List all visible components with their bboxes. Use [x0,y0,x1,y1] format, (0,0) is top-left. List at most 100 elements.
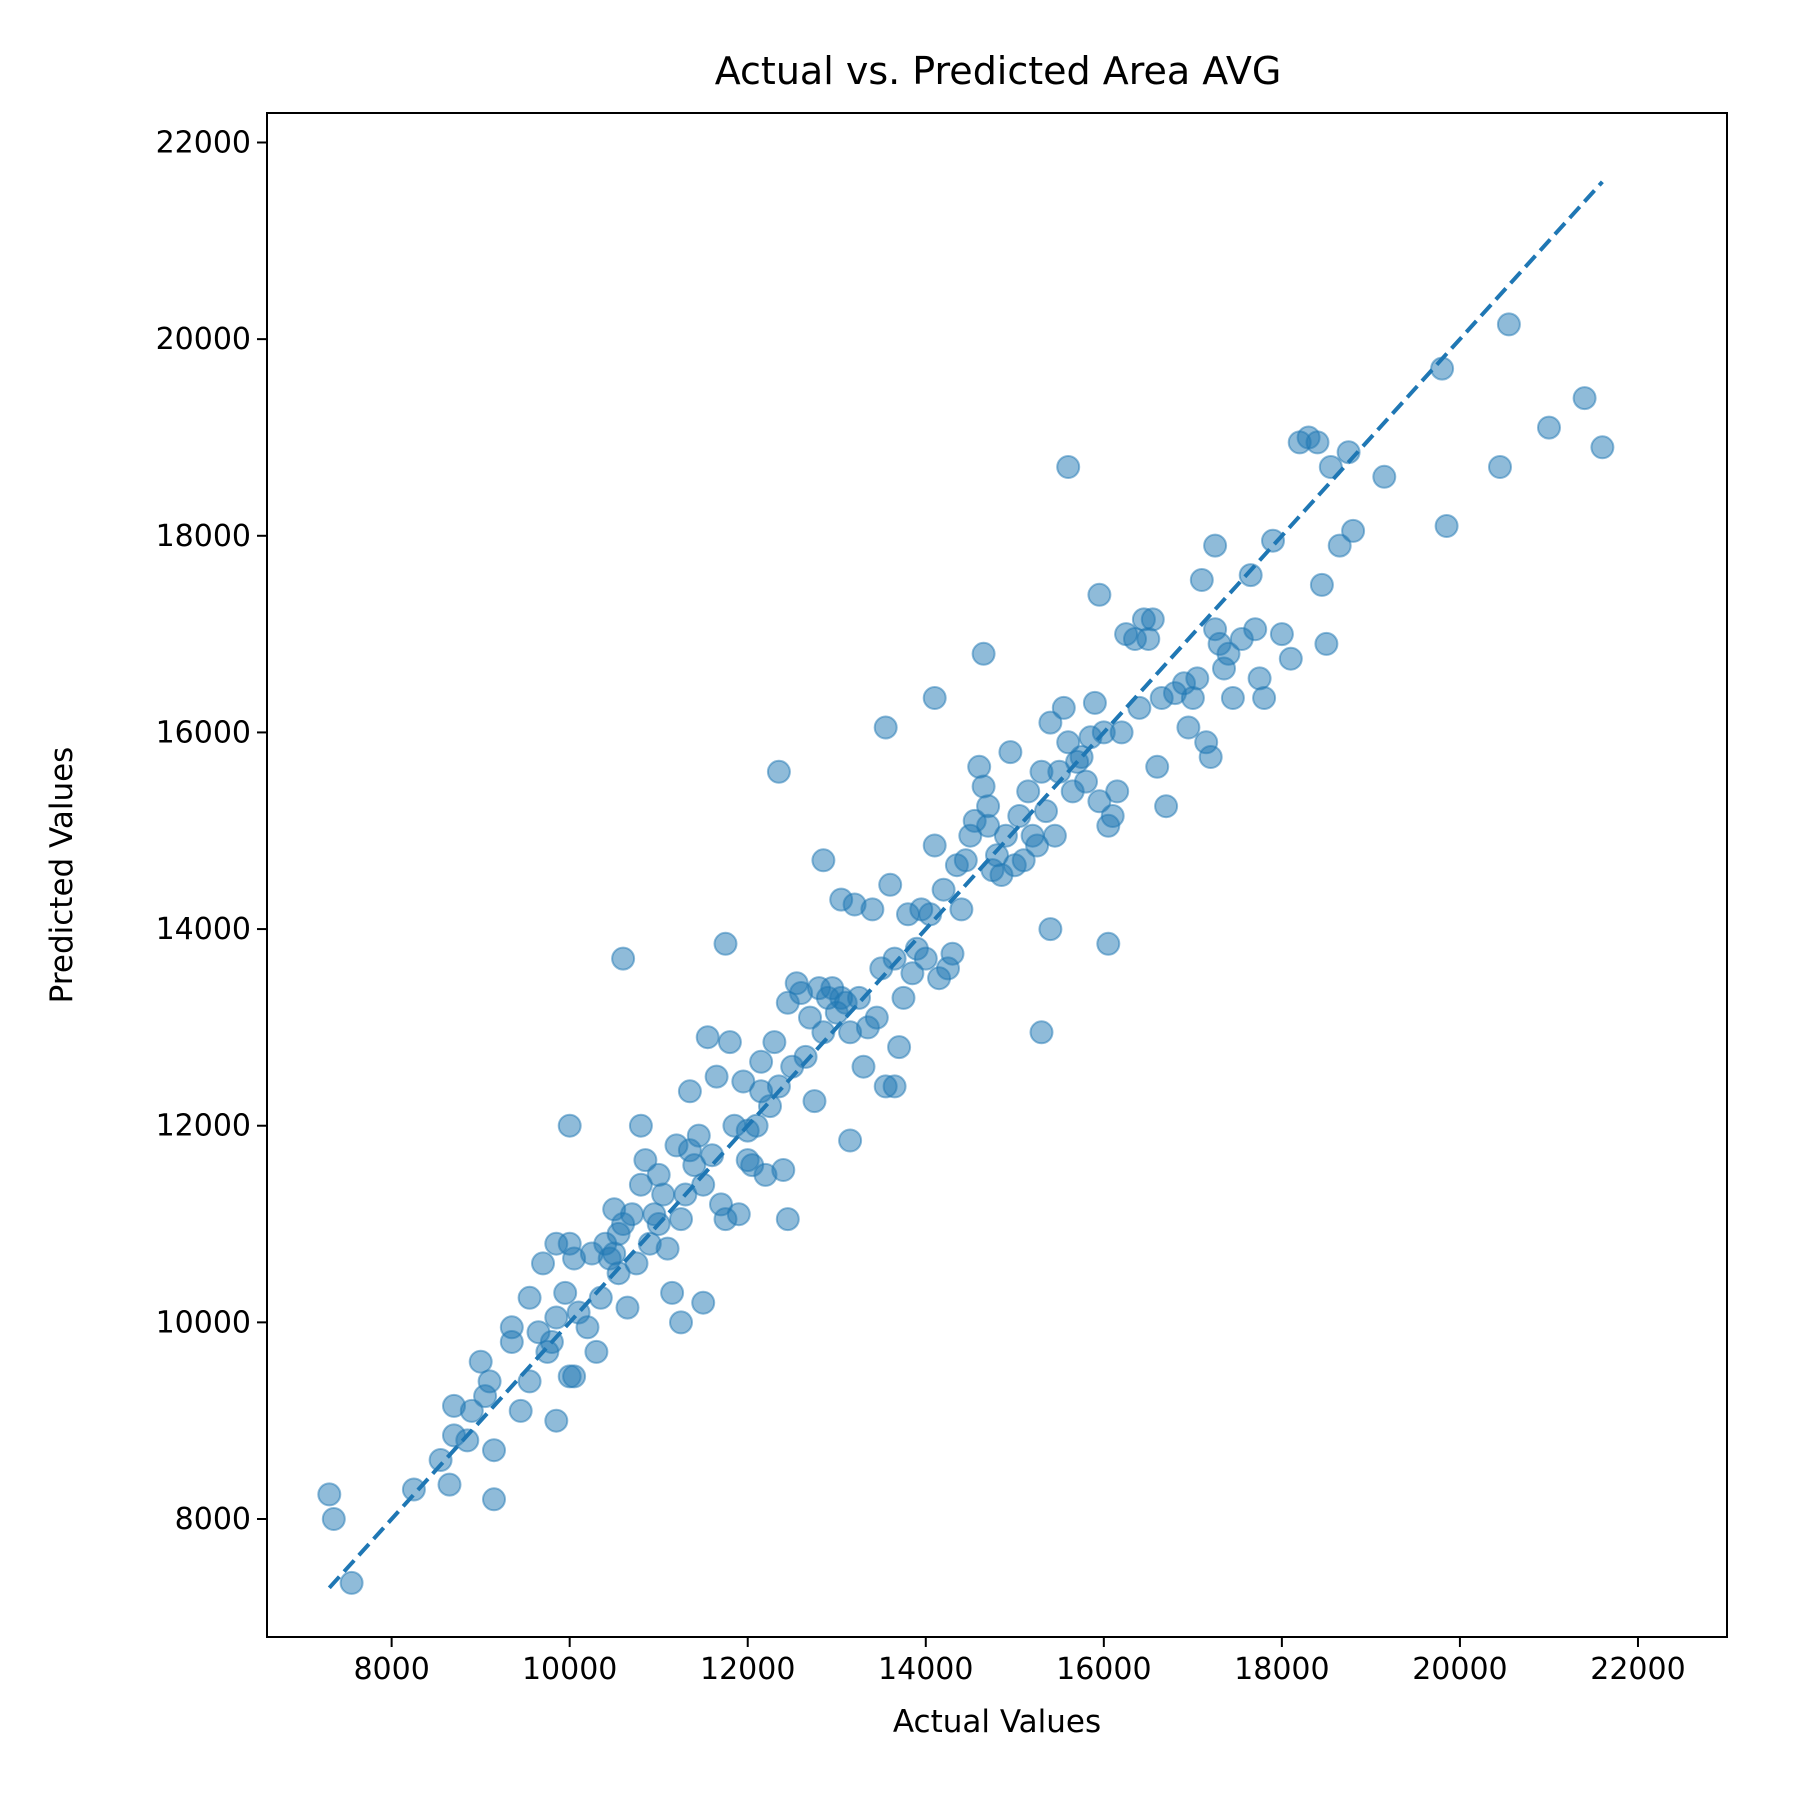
x-tick-label: 22000 [1590,1652,1685,1687]
data-point [1176,715,1201,740]
data-point [508,1398,533,1423]
data-point [713,1207,738,1232]
data-point [762,1030,787,1055]
data-point [557,1231,582,1256]
data-point [557,1113,582,1138]
data-point [1216,641,1241,666]
data-point [771,1158,796,1182]
data-point [1140,607,1165,632]
data-point [922,833,947,858]
data-point [798,1005,822,1030]
data-point [931,877,956,902]
x-tick-label: 14000 [878,1652,973,1687]
data-point [553,1280,578,1305]
data-point [878,872,903,897]
data-point [633,1148,658,1173]
data-point [1136,627,1161,651]
data-point [749,1079,774,1104]
data-point [1105,779,1130,804]
data-point [695,1025,720,1050]
data-point [477,1369,502,1394]
data-point [1198,745,1223,769]
data-point [1496,312,1521,337]
data-point [802,1089,827,1114]
data-point [1087,789,1112,814]
data-point [1327,533,1352,558]
data-point [655,1236,680,1261]
data-point [482,1487,506,1512]
data-point [584,1339,609,1364]
data-point [749,1049,774,1074]
data-point [455,1428,480,1453]
data-point [1087,582,1112,607]
data-point [339,1570,364,1595]
data-point [1247,666,1272,691]
data-point [544,1408,569,1433]
data-point [953,848,978,873]
data-point [615,1295,640,1320]
x-tick-label: 8000 [353,1652,429,1687]
data-point [669,1310,693,1335]
data-point [847,985,871,1010]
data-point [1145,754,1170,779]
data-point [1056,730,1081,755]
data-point [1042,823,1067,848]
y-tick-label: 18000 [156,519,251,554]
data-point [660,1280,685,1305]
data-point [1488,455,1512,479]
data-point [993,823,1018,848]
data-point [437,1472,462,1497]
data-point [321,1507,346,1531]
x-tick-label: 10000 [522,1652,617,1687]
x-tick-label: 12000 [700,1652,795,1687]
data-point [1434,514,1459,538]
data-point [811,848,836,873]
data-point [873,715,898,740]
x-tick-label: 18000 [1234,1652,1329,1687]
data-point [602,1241,627,1266]
data-point [900,961,925,986]
y-tick-label: 22000 [156,125,251,160]
data-point [575,1315,600,1340]
data-point [401,1477,426,1502]
data-point [735,1118,760,1143]
x-axis-title: Actual Values [893,1704,1101,1740]
data-point [851,1054,876,1079]
data-point [713,931,738,956]
data-point [1238,563,1263,588]
data-point [317,1482,342,1507]
data-point [1016,779,1041,804]
data-point [913,946,938,971]
data-point [1038,710,1063,735]
data-point [976,794,1001,819]
data-point [775,1207,800,1232]
data-point [1114,622,1139,647]
data-point [611,946,636,971]
data-point [1590,435,1615,460]
data-point [1243,617,1268,642]
data-point [1029,1020,1054,1045]
reference-line [327,180,1604,1590]
data-point [682,1153,707,1178]
data-point [882,1074,907,1099]
data-point [517,1285,542,1310]
data-point [793,1044,818,1069]
data-point [1269,622,1294,647]
data-point [531,1251,555,1276]
data-point [717,1030,742,1055]
data-point [1252,686,1277,710]
x-tick-label: 20000 [1412,1652,1507,1687]
data-point [882,946,907,971]
data-point [1180,686,1205,710]
chart-title: Actual vs. Predicted Area AVG [715,49,1282,93]
y-tick-label: 20000 [156,322,251,357]
data-point [766,759,791,784]
y-tick-label: 8000 [175,1502,251,1537]
data-point [1372,464,1397,489]
data-point [829,887,854,912]
data-point [651,1182,676,1207]
data-point [922,686,947,710]
data-point [971,641,996,666]
